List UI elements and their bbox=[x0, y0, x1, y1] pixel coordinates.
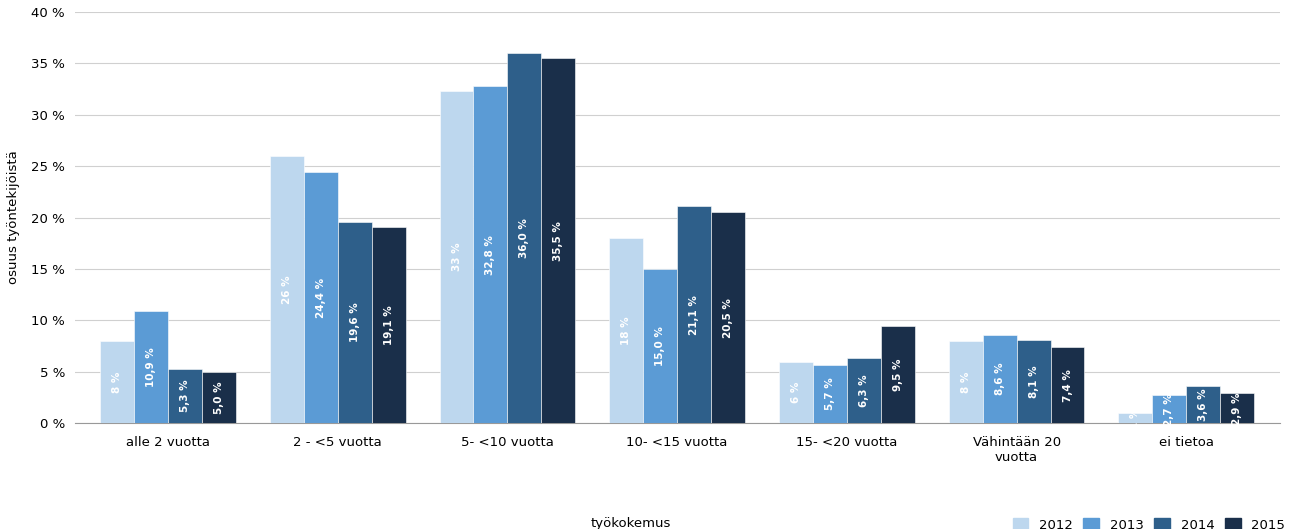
Text: 20,5 %: 20,5 % bbox=[724, 298, 733, 338]
Bar bbox=[881, 325, 915, 423]
Text: 8 %: 8 % bbox=[961, 371, 970, 393]
Text: 19,6 %: 19,6 % bbox=[350, 303, 360, 342]
Text: 35,5 %: 35,5 % bbox=[553, 221, 564, 261]
Bar bbox=[983, 335, 1017, 423]
Bar bbox=[1187, 386, 1220, 423]
Bar bbox=[542, 58, 575, 423]
Bar bbox=[1050, 347, 1085, 423]
Bar bbox=[338, 222, 372, 423]
Bar bbox=[270, 156, 303, 423]
Bar bbox=[101, 341, 134, 423]
Text: 36,0 %: 36,0 % bbox=[520, 218, 529, 258]
Text: 2,9 %: 2,9 % bbox=[1232, 392, 1242, 425]
Y-axis label: osuus työntekijöistä: osuus työntekijöistä bbox=[6, 151, 19, 285]
Bar bbox=[168, 369, 203, 423]
Text: työkokemus: työkokemus bbox=[591, 517, 671, 529]
Text: 18 %: 18 % bbox=[622, 316, 631, 345]
Text: 32,8 %: 32,8 % bbox=[485, 235, 495, 275]
Text: 33 %: 33 % bbox=[451, 243, 462, 271]
Bar bbox=[677, 206, 711, 423]
Text: 5,3 %: 5,3 % bbox=[181, 380, 190, 412]
Bar bbox=[473, 86, 507, 423]
Bar bbox=[1118, 413, 1152, 423]
Text: 21,1 %: 21,1 % bbox=[689, 295, 699, 335]
Text: 8 %: 8 % bbox=[112, 371, 123, 393]
Text: 26 %: 26 % bbox=[281, 275, 292, 304]
Text: 9,5 %: 9,5 % bbox=[893, 358, 903, 390]
Text: 8,1 %: 8,1 % bbox=[1028, 365, 1038, 398]
Bar bbox=[644, 269, 677, 423]
Bar bbox=[813, 364, 846, 423]
Bar bbox=[203, 372, 236, 423]
Text: 5,0 %: 5,0 % bbox=[214, 381, 224, 414]
Text: 6,3 %: 6,3 % bbox=[859, 375, 869, 407]
Text: 6 %: 6 % bbox=[791, 381, 801, 403]
Bar bbox=[440, 91, 473, 423]
Bar bbox=[948, 341, 983, 423]
Legend: 2012, 2013, 2014, 2015: 2012, 2013, 2014, 2015 bbox=[1013, 517, 1285, 529]
Text: 7,4 %: 7,4 % bbox=[1063, 369, 1072, 402]
Bar bbox=[507, 53, 542, 423]
Text: 8,6 %: 8,6 % bbox=[995, 363, 1005, 395]
Text: 2,7 %: 2,7 % bbox=[1165, 393, 1174, 426]
Bar bbox=[609, 238, 644, 423]
Bar bbox=[303, 172, 338, 423]
Text: 5,7 %: 5,7 % bbox=[824, 378, 835, 411]
Text: 24,4 %: 24,4 % bbox=[316, 278, 326, 318]
Text: 19,1 %: 19,1 % bbox=[383, 305, 393, 345]
Bar bbox=[846, 359, 881, 423]
Bar bbox=[779, 361, 813, 423]
Bar bbox=[1220, 394, 1254, 423]
Bar bbox=[1152, 396, 1187, 423]
Text: 15,0 %: 15,0 % bbox=[655, 326, 666, 366]
Text: 1 %: 1 % bbox=[1130, 407, 1140, 428]
Bar bbox=[711, 213, 746, 423]
Text: 3,6 %: 3,6 % bbox=[1198, 388, 1209, 421]
Bar bbox=[372, 227, 405, 423]
Bar bbox=[1017, 340, 1050, 423]
Bar bbox=[134, 311, 168, 423]
Text: 10,9 %: 10,9 % bbox=[146, 348, 156, 387]
